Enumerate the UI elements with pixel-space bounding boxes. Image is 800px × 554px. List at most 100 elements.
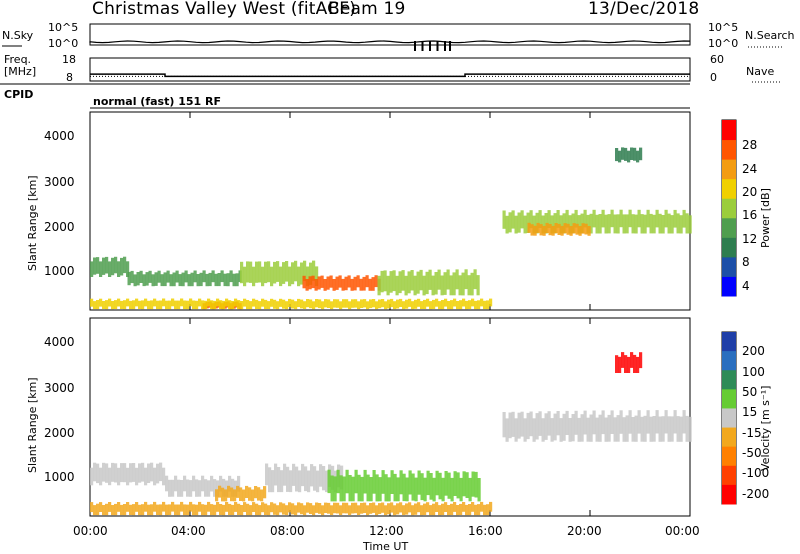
power-heatmap-cell xyxy=(682,209,686,228)
velocity-heatmap-cell xyxy=(426,470,430,496)
velocity-heatmap-cell xyxy=(462,502,466,512)
power-heatmap-cell xyxy=(404,275,408,296)
velocity-heatmap-cell xyxy=(679,416,683,442)
power-heatmap-cell xyxy=(243,266,247,287)
velocity-heatmap-cell xyxy=(129,463,133,483)
power-heatmap-cell xyxy=(144,298,148,307)
velocity-heatmap-cell xyxy=(150,504,154,516)
power-heatmap-cell xyxy=(108,298,112,307)
power-heatmap-cell xyxy=(473,269,477,290)
velocity-heatmap-cell xyxy=(213,479,217,497)
velocity-heatmap-cell xyxy=(135,502,139,512)
velocity-heatmap-cell xyxy=(636,356,640,373)
power-heatmap-cell xyxy=(598,214,602,234)
power-heatmap-cell xyxy=(217,273,221,287)
velocity-ytick-2000: 2000 xyxy=(44,426,75,440)
power-heatmap-cell xyxy=(470,272,474,296)
power-heatmap-cell xyxy=(180,298,184,307)
velocity-heatmap-cell xyxy=(105,463,109,483)
velocity-heatmap-cell xyxy=(180,501,184,512)
velocity-heatmap-cell xyxy=(438,472,442,500)
velocity-heatmap-cell xyxy=(174,475,178,492)
power-heatmap-cell xyxy=(193,270,197,283)
velocity-heatmap-cell xyxy=(189,501,193,512)
power-heatmap-cell xyxy=(474,300,478,310)
power-heatmap-cell xyxy=(462,298,466,307)
power-heatmap-cell xyxy=(393,301,397,310)
power-heatmap-cell xyxy=(670,215,674,234)
velocity-heatmap-cell xyxy=(258,505,262,516)
velocity-heatmap-cell xyxy=(447,505,451,516)
velocity-heatmap-cell xyxy=(547,411,551,436)
velocity-heatmap-cell xyxy=(444,471,448,496)
power-colorbar-swatch xyxy=(722,237,736,258)
power-heatmap-cell xyxy=(453,298,457,307)
velocity-heatmap-cell xyxy=(414,503,418,515)
velocity-heatmap-cell xyxy=(601,410,605,435)
power-heatmap-cell xyxy=(126,261,130,277)
power-colorbar-swatch xyxy=(722,276,736,297)
velocity-heatmap-cell xyxy=(514,418,518,442)
power-heatmap-cell xyxy=(450,300,454,310)
power-heatmap-cell xyxy=(327,299,331,308)
power-heatmap-cell xyxy=(363,299,367,308)
nsearch-label: N.Search xyxy=(745,29,795,42)
power-heatmap-cell xyxy=(294,301,298,310)
power-heatmap-cell xyxy=(139,270,143,283)
velocity-heatmap-cell xyxy=(586,417,590,442)
velocity-heatmap-cell xyxy=(102,505,106,516)
xtick-2: 08:00 xyxy=(270,524,305,538)
power-heatmap-cell xyxy=(205,273,209,287)
power-heatmap-cell xyxy=(341,278,345,291)
power-heatmap-cell xyxy=(198,298,202,307)
power-heatmap-cell xyxy=(90,298,94,307)
velocity-colorbar-swatch xyxy=(722,446,736,467)
freq-label-line2: [MHz] xyxy=(4,65,37,78)
power-cb-tick-20: 20 xyxy=(742,185,758,199)
power-heatmap-cell xyxy=(471,298,475,307)
power-heatmap-cell xyxy=(229,270,233,283)
power-heatmap-cell xyxy=(676,213,680,234)
velocity-heatmap-cell xyxy=(402,505,406,515)
power-heatmap-cell xyxy=(285,301,289,310)
velocity-heatmap-cell xyxy=(270,502,274,513)
power-heatmap-cell xyxy=(365,275,369,288)
velocity-heatmap-cell xyxy=(444,502,448,512)
power-heatmap-cell xyxy=(252,298,256,307)
power-heatmap-cell xyxy=(508,212,512,233)
power-heatmap-cell xyxy=(354,299,358,308)
power-heatmap-cell xyxy=(232,273,236,287)
velocity-cb-tick-m15: -15 xyxy=(742,426,762,440)
power-heatmap-cell xyxy=(240,301,244,310)
power-heatmap-cell xyxy=(511,210,515,229)
velocity-heatmap-cell xyxy=(257,487,261,501)
velocity-heatmap-cell xyxy=(99,502,103,512)
velocity-heatmap-cell xyxy=(502,412,506,438)
velocity-cb-tick-100: 100 xyxy=(742,365,765,379)
power-heatmap-cell xyxy=(264,261,268,284)
power-heatmap-cell xyxy=(306,299,310,308)
velocity-heatmap-cell xyxy=(330,505,334,515)
power-heatmap-cell xyxy=(389,271,393,293)
velocity-heatmap-cell xyxy=(183,504,187,516)
velocity-heatmap-cell xyxy=(303,505,307,516)
velocity-heatmap-cell xyxy=(96,463,100,484)
power-heatmap-cell xyxy=(592,209,596,228)
velocity-heatmap-cell xyxy=(613,417,617,442)
power-heatmap-cell xyxy=(246,261,250,283)
plot-title: Christmas Valley West (fitACF) xyxy=(92,0,357,19)
power-heatmap-cell xyxy=(160,274,164,287)
velocity-heatmap-cell xyxy=(550,418,554,442)
power-heatmap-cell xyxy=(196,274,200,287)
velocity-heatmap-cell xyxy=(639,352,643,369)
power-heatmap-cell xyxy=(192,300,196,310)
power-ytick-4000: 4000 xyxy=(44,129,75,143)
velocity-heatmap-cell xyxy=(604,417,608,442)
velocity-heatmap-cell xyxy=(366,474,370,502)
power-heatmap-cell xyxy=(351,299,355,308)
power-heatmap-cell xyxy=(339,301,343,310)
power-heatmap-cell xyxy=(93,257,97,275)
velocity-heatmap-cell xyxy=(310,464,314,487)
xtick-4: 16:00 xyxy=(468,524,503,538)
velocity-heatmap-cell xyxy=(607,414,611,442)
